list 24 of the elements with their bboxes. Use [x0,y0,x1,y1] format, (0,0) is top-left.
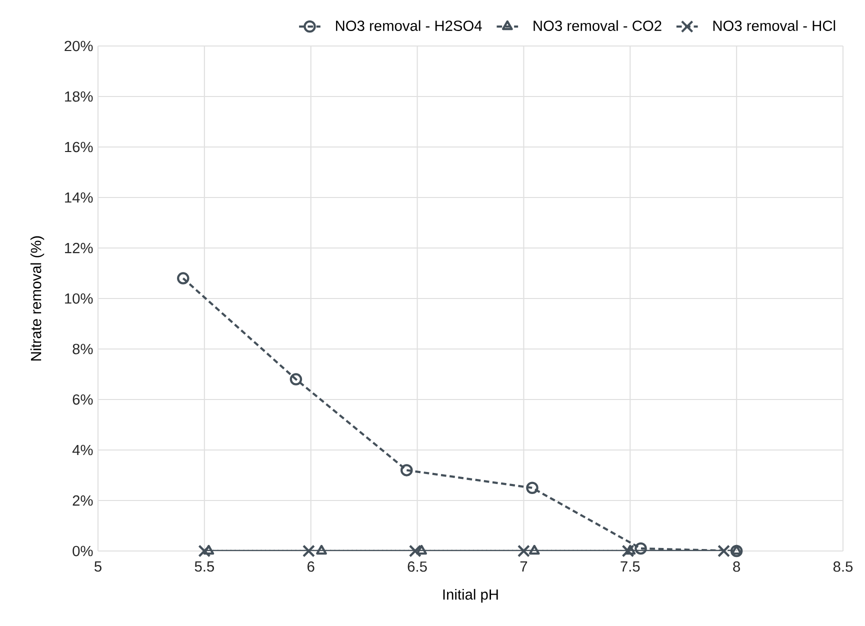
legend-label: NO3 removal - HCl [713,20,836,31]
y-tick-label: 6% [72,394,93,405]
legend-label: NO3 removal - CO2 [534,20,662,31]
x-tick-label: 5.5 [194,561,214,572]
x-tick-label: 6.5 [408,561,427,572]
y-tick-label: 18% [65,91,93,102]
y-tick-label: 0% [72,546,93,556]
y-tick-label: 2% [72,495,93,506]
y-axis-title: Nitrate removal (%) [30,236,44,360]
x-tick-label: 8.5 [833,561,853,572]
y-tick-label: 14% [65,192,93,203]
y-tick-label: 4% [72,444,93,456]
y-tick-label: 12% [65,242,93,254]
x-tick-label: 8 [733,561,740,572]
y-tick-label: 10% [65,293,93,304]
y-tick-label: 20% [64,40,93,52]
x-tick-label: 6 [308,561,314,572]
x-tick-label: 7 [520,561,528,572]
y-tick-label: 8% [72,344,93,354]
y-tick-label: 16% [65,142,93,152]
x-axis-title: Initial pH [443,588,498,603]
x-tick-label: 7.5 [620,561,640,572]
legend-label: NO3 removal - H2SO4 [336,20,482,31]
x-tick-label: 5 [94,561,102,572]
